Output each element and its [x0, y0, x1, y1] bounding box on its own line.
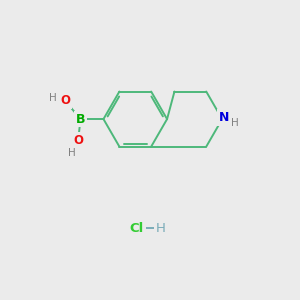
Text: O: O [73, 134, 83, 147]
Text: H: H [231, 118, 239, 128]
Text: H: H [49, 94, 57, 103]
Text: O: O [60, 94, 70, 107]
Text: Cl: Cl [130, 221, 144, 235]
Text: H: H [68, 148, 76, 158]
Text: B: B [76, 112, 85, 126]
Text: N: N [218, 111, 229, 124]
Text: H: H [155, 221, 165, 235]
